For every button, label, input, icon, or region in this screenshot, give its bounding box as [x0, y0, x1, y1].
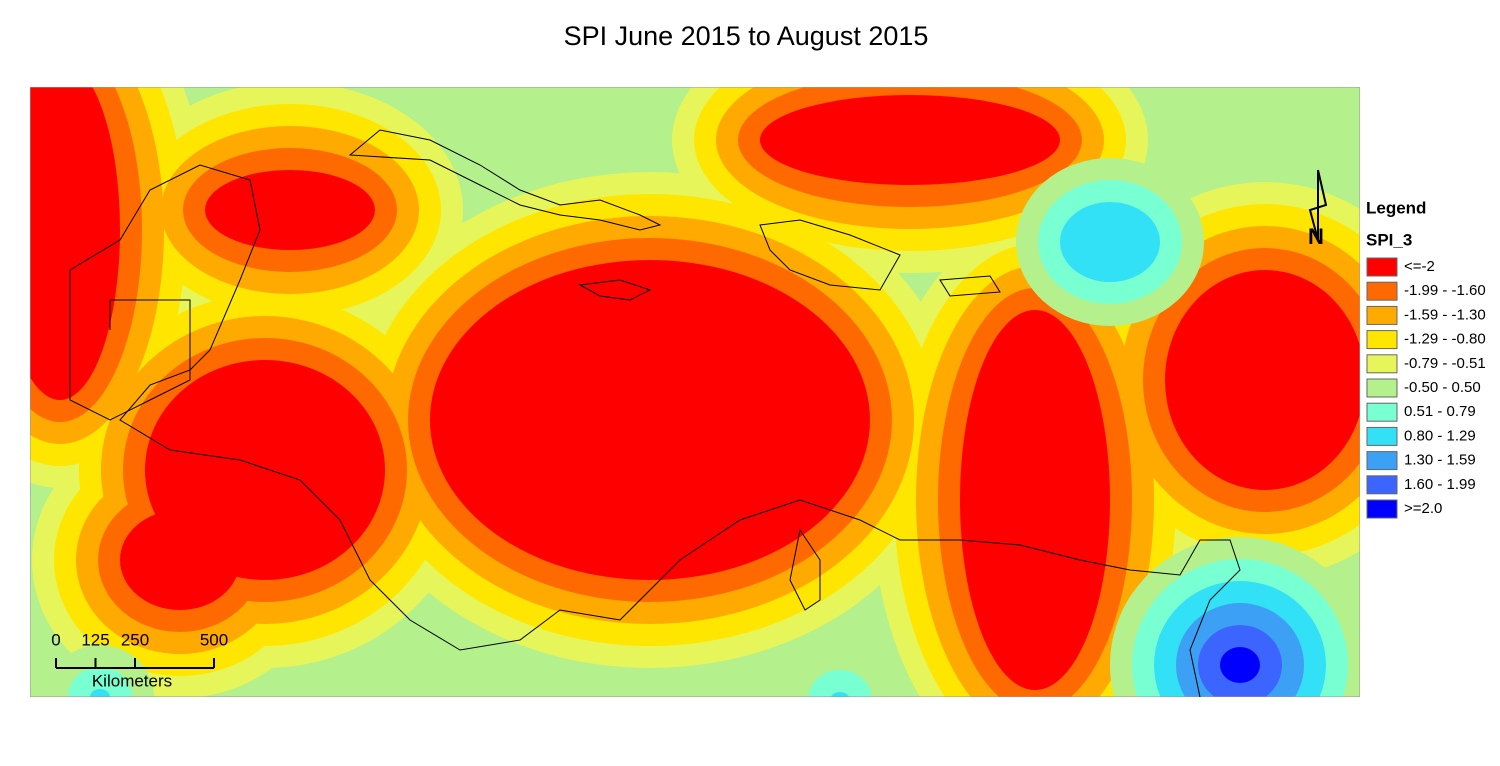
jamaica: [578, 279, 652, 301]
legend-label: 1.30 - 1.59: [1404, 452, 1476, 469]
borders: [69, 270, 191, 421]
legend-swatch: [1366, 354, 1398, 374]
legend-label: -1.99 - -1.60: [1404, 282, 1486, 299]
scale-bar: 0 125 250 500 Kilometers: [51, 630, 228, 690]
spi-zone: [30, 87, 120, 400]
legend-swatch: [1366, 499, 1398, 519]
legend-swatch: [1366, 257, 1398, 277]
scale-tick-label: 0: [51, 630, 60, 649]
spi-zone: [808, 670, 872, 697]
legend-swatch: [1366, 426, 1398, 446]
spi-zone: [960, 310, 1110, 690]
legend-swatch: [1366, 378, 1398, 398]
legend-label: 0.80 - 1.29: [1404, 427, 1476, 444]
mainland-coast: [69, 164, 1241, 697]
legend-swatch: [1366, 330, 1398, 350]
cuba: [348, 129, 662, 231]
legend: <=-2 -1.99 - -1.60 -1.59 - -1.30 -1.29 - -0…: [1366, 257, 1486, 519]
north-arrow-shape: [1308, 169, 1328, 241]
legend-swatch: [1366, 451, 1398, 471]
legend-label: -1.29 - -0.80: [1404, 331, 1486, 348]
legend-swatch: [1366, 402, 1398, 422]
legend-label: -1.59 - -1.30: [1404, 306, 1486, 323]
legend-label: -0.79 - -0.51: [1404, 355, 1486, 372]
north-arrow: N: [1308, 169, 1328, 249]
scale-tick-label: 125: [81, 630, 109, 649]
lake: [789, 528, 821, 611]
puerto-rico: [939, 275, 1001, 297]
legend-label: >=2.0: [1404, 500, 1442, 517]
spi-zone: [68, 667, 132, 697]
scale-tick-label: 250: [121, 630, 149, 649]
north-label: N: [1308, 224, 1324, 249]
hispaniola: [759, 219, 901, 291]
spi-zone: [205, 170, 375, 250]
spi-zone: [1060, 202, 1160, 282]
legend-label: -0.50 - 0.50: [1404, 379, 1481, 396]
legend-layer: SPI_3: [1366, 230, 1412, 249]
spi-zone: [120, 510, 240, 610]
spi-zone: [786, 648, 894, 697]
spi-zone: [1165, 270, 1360, 490]
legend-swatch: [1366, 281, 1398, 301]
coastlines: [69, 129, 1241, 697]
legend-swatch: [1366, 475, 1398, 495]
spi-zone: [90, 689, 110, 697]
spi-zone: [830, 692, 850, 697]
spi-map: [30, 87, 1360, 697]
spi-zone: [760, 95, 1060, 185]
legend-swatch: [1366, 305, 1398, 325]
map-title: SPI June 2015 to August 2015: [564, 21, 929, 51]
spi-zone: [1220, 647, 1260, 683]
legend-label: 0.51 - 0.79: [1404, 403, 1476, 420]
legend-label: <=-2: [1404, 258, 1435, 275]
scale-unit: Kilometers: [92, 671, 172, 690]
legend-title: Legend: [1366, 198, 1426, 217]
legend-label: 1.60 - 1.99: [1404, 476, 1476, 493]
spi-zone: [430, 260, 870, 580]
scale-tick-label: 500: [200, 630, 228, 649]
